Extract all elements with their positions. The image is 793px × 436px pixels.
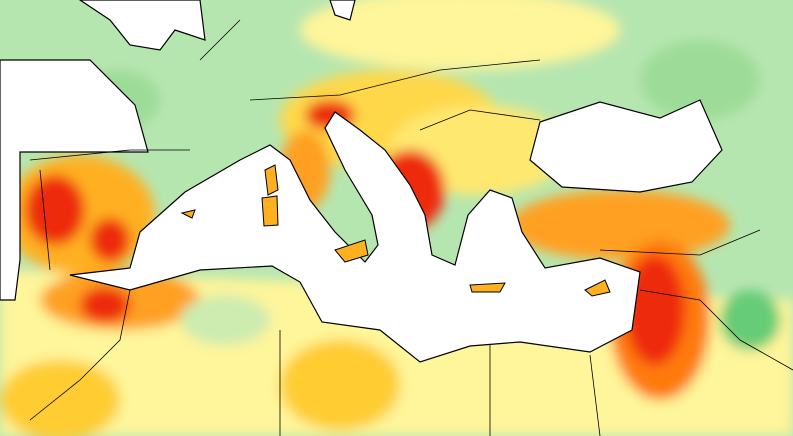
borders	[29, 19, 793, 436]
island	[334, 239, 369, 263]
field	[25, 175, 85, 245]
island	[261, 195, 279, 227]
seas	[0, 0, 723, 363]
border	[29, 149, 190, 161]
border	[589, 354, 601, 436]
baltic-sea	[329, 0, 356, 21]
island	[584, 279, 611, 297]
islands	[180, 164, 611, 297]
field	[90, 218, 130, 262]
island	[469, 282, 506, 293]
field	[510, 190, 730, 260]
north-sea	[78, 0, 206, 51]
black-sea	[529, 99, 723, 193]
border	[39, 169, 51, 271]
island	[180, 209, 196, 219]
border	[29, 289, 131, 421]
island	[264, 164, 279, 196]
field	[0, 360, 120, 436]
border	[639, 289, 793, 371]
field	[300, 0, 620, 70]
field	[180, 295, 270, 345]
field	[640, 40, 760, 120]
field	[720, 290, 780, 350]
field	[80, 287, 130, 323]
border	[249, 59, 541, 101]
atlantic-ocean	[0, 59, 149, 301]
field	[625, 255, 685, 365]
border	[419, 109, 541, 131]
mediterranean-sea	[69, 111, 641, 363]
border	[199, 19, 241, 61]
field	[280, 340, 400, 430]
border	[599, 229, 761, 256]
